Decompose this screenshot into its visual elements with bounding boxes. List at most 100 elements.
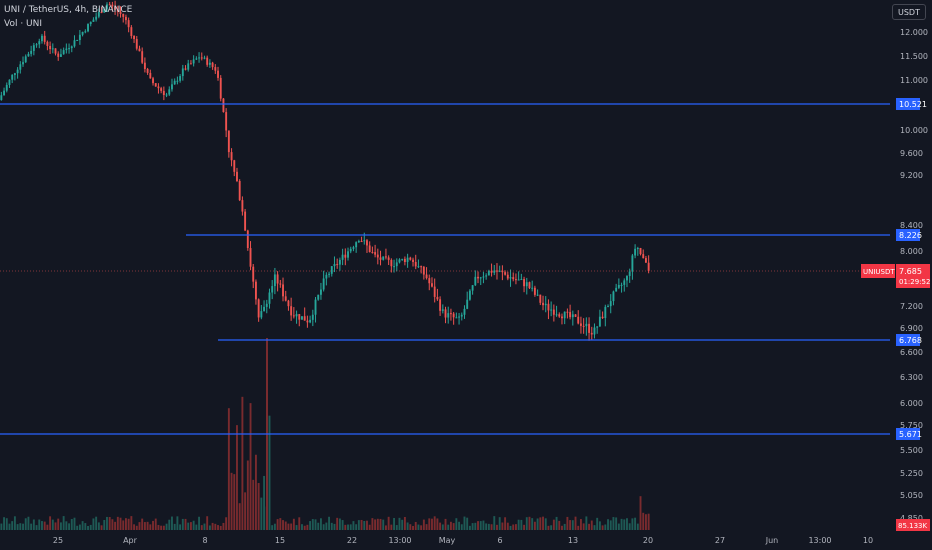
candle-body (482, 276, 485, 278)
volume-bar (338, 518, 341, 530)
volume-bar (114, 521, 117, 530)
price-tick-label: 9.200 (900, 171, 923, 180)
candle-body (498, 270, 501, 272)
candle-body (504, 272, 507, 275)
price-tick-label: 12.000 (900, 28, 928, 37)
candle-body (100, 12, 103, 14)
candle-body (111, 4, 114, 7)
candle-body (523, 279, 526, 287)
volume-bar (119, 517, 122, 530)
volume-bar (355, 524, 358, 530)
candle-body (328, 273, 331, 275)
volume-bar (366, 520, 368, 530)
volume-bar (73, 517, 76, 530)
candle-body (276, 274, 279, 284)
candle-body (428, 278, 431, 284)
candle-body (555, 314, 558, 316)
candle-body (162, 90, 165, 96)
volume-bar (460, 524, 463, 530)
volume-bar (32, 519, 35, 530)
candle-body (563, 311, 566, 319)
horizontal-levels[interactable] (0, 103, 890, 435)
price-axis[interactable]: 12.00011.50011.00010.0009.6009.2008.4008… (861, 0, 932, 550)
time-axis[interactable]: 25 Apr 8 15 22 13:00 May 6 13 20 27 Jun 13:00 10 (0, 532, 932, 550)
currency-button[interactable]: USDT (892, 4, 926, 20)
candle-body (292, 315, 295, 317)
candle-body (598, 316, 601, 327)
volume-bar (425, 524, 428, 530)
volume-bar (439, 522, 442, 530)
candle-body (561, 316, 563, 319)
candle-body (636, 247, 639, 249)
candle-body (95, 16, 98, 20)
volume-bar (314, 519, 317, 530)
candle-body (330, 266, 333, 274)
volume-bar (609, 520, 612, 530)
volume-bar (187, 522, 190, 530)
candle-body (525, 282, 528, 287)
time-tick-label: 8 (202, 536, 207, 545)
candle-body (493, 270, 496, 273)
candle-body (439, 299, 442, 311)
volume-bar (466, 517, 469, 530)
candle-body (634, 248, 637, 256)
volume-bar (577, 525, 580, 530)
volume-bar (422, 519, 425, 530)
candle-body (609, 301, 612, 307)
candle-body (588, 323, 591, 333)
candle-body (138, 48, 141, 52)
volume-bar (371, 518, 374, 530)
candle-body (284, 296, 287, 301)
volume-bar (414, 521, 417, 530)
volume-bar (184, 518, 187, 530)
candle-body (103, 8, 106, 13)
candle-body (468, 290, 471, 300)
volume-bar (284, 521, 287, 530)
candle-body (479, 277, 482, 279)
candle-body (393, 266, 396, 268)
price-badge (896, 264, 930, 288)
volume-bar (528, 516, 531, 530)
time-tick-label: 13 (568, 536, 578, 545)
candle-body (279, 283, 282, 285)
time-tick-label: 22 (347, 536, 357, 545)
volume-bar (628, 523, 631, 530)
candle-body (644, 258, 647, 263)
candle-body (431, 283, 433, 287)
candle-body (257, 299, 260, 318)
volume-bar (160, 525, 163, 530)
candle-body (509, 277, 512, 279)
chart-legend: UNI / TetherUS, 4h, BINANCE Vol · UNI (4, 3, 132, 31)
candle-body (550, 309, 553, 311)
candle-body (265, 303, 268, 307)
candle-body (295, 314, 298, 317)
volume-bar (317, 522, 320, 530)
price-tick-label: 8.400 (900, 221, 923, 230)
candle-body (512, 277, 515, 280)
candle-body (187, 63, 190, 70)
candle-body (409, 257, 412, 260)
volume-bar (309, 521, 312, 530)
candle-body (106, 4, 108, 9)
candle-body (601, 316, 604, 319)
volume-bar (225, 517, 228, 530)
candle-body (303, 316, 306, 321)
candle-body (89, 21, 92, 25)
candle-body (157, 86, 160, 89)
candle-body (68, 48, 71, 50)
volume-bar (295, 525, 298, 530)
candle-body (116, 9, 119, 12)
price-tick-label: 5.500 (900, 446, 923, 455)
candle-body (114, 6, 117, 10)
candle-body (341, 254, 344, 260)
candle-body (195, 58, 198, 60)
candle-body (460, 314, 463, 317)
volume-bar (571, 520, 574, 530)
volume-bar (5, 518, 8, 530)
volume-bar (227, 408, 230, 530)
volume-bar (195, 524, 198, 530)
volume-badge (896, 519, 930, 531)
volume-bar (70, 519, 73, 530)
candle-body (542, 302, 544, 306)
